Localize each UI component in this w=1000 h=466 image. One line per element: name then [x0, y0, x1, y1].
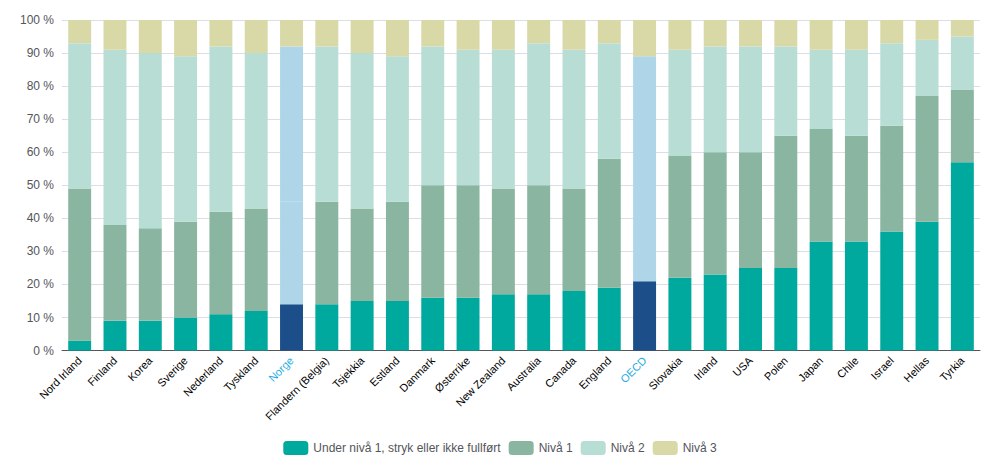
svg-text:Nivå 1: Nivå 1	[539, 441, 573, 455]
svg-text:70 %: 70 %	[27, 112, 55, 126]
svg-text:New Zealand: New Zealand	[453, 354, 507, 408]
svg-text:Irland: Irland	[692, 354, 720, 382]
svg-text:Canada: Canada	[543, 354, 579, 390]
svg-text:Sverige: Sverige	[155, 354, 190, 389]
svg-text:Nederland: Nederland	[181, 354, 225, 398]
svg-text:Nord Irland: Nord Irland	[37, 354, 84, 401]
svg-text:Slovakia: Slovakia	[646, 354, 684, 392]
svg-text:Tyskland: Tyskland	[221, 354, 260, 393]
svg-text:England: England	[577, 354, 614, 391]
svg-text:Korea: Korea	[125, 354, 155, 384]
svg-text:90 %: 90 %	[27, 46, 55, 60]
svg-text:Danmark: Danmark	[397, 354, 437, 394]
svg-text:Tyrkia: Tyrkia	[937, 354, 967, 384]
svg-text:Israel: Israel	[868, 354, 895, 381]
svg-text:Australia: Australia	[504, 354, 543, 393]
svg-text:Under nivå 1, stryk eller ikke: Under nivå 1, stryk eller ikke fullført	[313, 441, 501, 455]
svg-text:100 %: 100 %	[20, 13, 54, 27]
svg-text:50 %: 50 %	[27, 178, 55, 192]
svg-text:20 %: 20 %	[27, 277, 55, 291]
svg-text:Tsjekkia: Tsjekkia	[330, 354, 367, 391]
svg-text:0 %: 0 %	[33, 344, 54, 358]
svg-text:Finland: Finland	[85, 354, 119, 388]
svg-text:Nivå 3: Nivå 3	[683, 441, 717, 455]
svg-text:Japan: Japan	[796, 354, 826, 384]
svg-text:10 %: 10 %	[27, 311, 55, 325]
svg-text:60 %: 60 %	[27, 145, 55, 159]
svg-text:30 %: 30 %	[27, 244, 55, 258]
svg-text:Flandern (Belgia): Flandern (Belgia)	[263, 354, 331, 422]
svg-text:Hellas: Hellas	[901, 354, 931, 384]
svg-text:Nivå 2: Nivå 2	[611, 441, 645, 455]
svg-text:40 %: 40 %	[27, 211, 55, 225]
svg-text:OECD: OECD	[618, 354, 649, 385]
svg-text:Norge: Norge	[266, 354, 296, 384]
svg-text:Chile: Chile	[834, 354, 860, 380]
svg-text:80 %: 80 %	[27, 79, 55, 93]
svg-text:Polen: Polen	[762, 354, 790, 382]
svg-text:Østerrike: Østerrike	[432, 354, 473, 395]
svg-text:USA: USA	[730, 354, 755, 379]
svg-text:Estland: Estland	[367, 354, 401, 388]
